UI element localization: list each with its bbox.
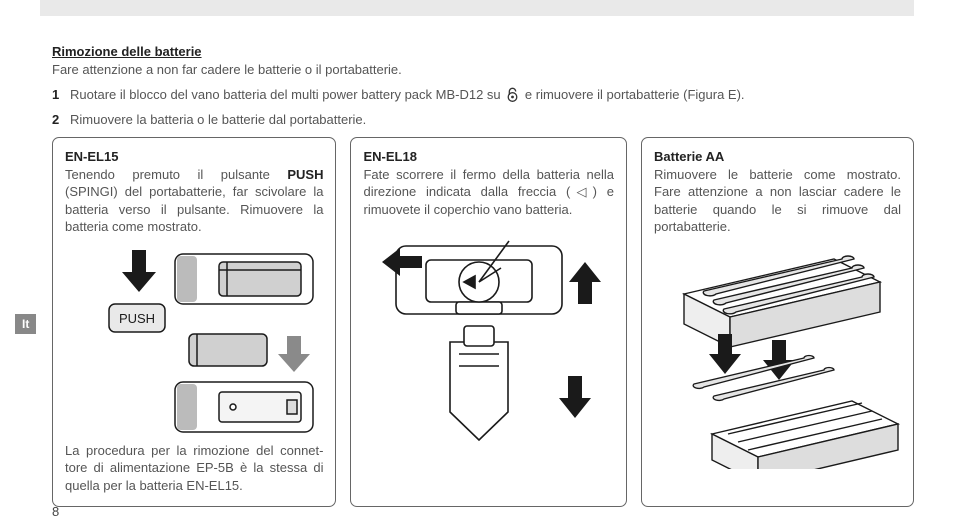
- language-tab: It: [15, 314, 36, 334]
- box-title: EN-EL18: [363, 149, 416, 164]
- box-en-el15: EN-EL15 Tenendo premuto il pulsante PUSH…: [52, 137, 336, 507]
- box-footnote: La procedura per la rimozione del connet…: [65, 442, 323, 495]
- battery-cover-illustration: [364, 226, 614, 456]
- step-number: 1: [52, 87, 70, 102]
- step-2: 2 Rimuovere la batteria o le batterie da…: [52, 112, 914, 127]
- info-boxes: EN-EL15 Tenendo premuto il pulsante PUSH…: [52, 137, 914, 507]
- battery-holder-illustration: PUSH: [69, 244, 319, 434]
- box-title: EN-EL15: [65, 149, 118, 164]
- page-number: 8: [52, 504, 59, 519]
- box-title: Batterie AA: [654, 149, 724, 164]
- box-en-el18: EN-EL18 Fate scorrere il fermo della bat…: [350, 137, 627, 507]
- aa-holder-illustration: [654, 244, 904, 469]
- section-heading: Rimozione delle batterie: [52, 44, 914, 59]
- unlock-icon: [506, 87, 519, 102]
- push-label: PUSH: [119, 311, 155, 326]
- box-aa-batteries: Batterie AA Rimuovere le batterie come m…: [641, 137, 914, 507]
- step-text: Rimuovere la batteria o le batterie dal …: [70, 112, 366, 127]
- steps-list: 1 Ruotare il blocco del vano batteria de…: [52, 87, 914, 127]
- step-number: 2: [52, 112, 70, 127]
- top-bar: [40, 0, 914, 16]
- intro-text: Fare attenzione a non far cadere le batt…: [52, 62, 914, 77]
- step-1: 1 Ruotare il blocco del vano batteria de…: [52, 87, 914, 102]
- step-text: Ruotare il blocco del vano batteria del …: [70, 87, 745, 102]
- page-content: Rimozione delle batterie Fare attenzione…: [52, 44, 914, 507]
